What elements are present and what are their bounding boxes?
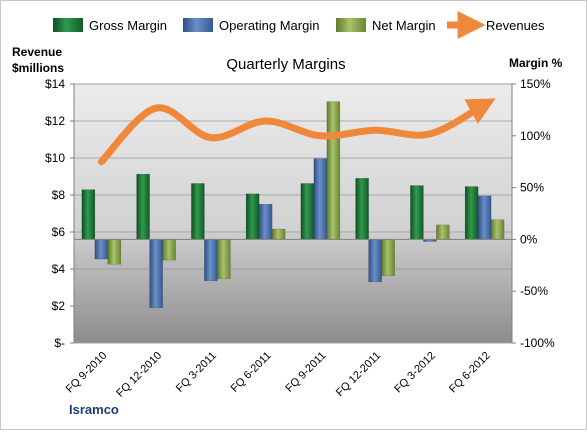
legend-label-revenues: Revenues (486, 18, 545, 33)
legend-item-gross-margin: Gross Margin (53, 18, 167, 33)
left-tick-label: $4 (52, 262, 66, 276)
bar-gross-0 (81, 189, 96, 240)
legend-label-net: Net Margin (372, 18, 436, 33)
bar-operating-5 (368, 239, 382, 283)
left-tick-label: $2 (52, 299, 66, 313)
bars (81, 101, 505, 309)
bar-operating-7 (477, 195, 492, 240)
bar-operating-0 (94, 239, 109, 260)
right-tick-label: 0% (520, 232, 538, 246)
left-tick-label: $14 (45, 77, 65, 91)
legend-label-gross: Gross Margin (89, 18, 167, 33)
right-tick-label: -50% (520, 284, 548, 298)
bar-net-0 (107, 239, 122, 265)
revenue-line-layer (97, 98, 496, 166)
revenues-line (97, 98, 496, 166)
right-tick-label: 100% (520, 129, 551, 143)
right-tick-label: 150% (520, 77, 551, 91)
legend-item-revenues: Revenues (447, 11, 545, 39)
left-tick-label: $12 (45, 114, 65, 128)
bar-net-7 (490, 219, 505, 240)
bar-net-5 (381, 239, 395, 276)
bar-net-1 (162, 239, 176, 261)
legend-swatch-gross (53, 18, 83, 32)
bar-gross-4 (300, 183, 315, 240)
left-tick-label: $6 (52, 225, 66, 239)
bar-net-3 (271, 228, 286, 240)
legend-label-operating: Operating Margin (219, 18, 319, 33)
legend-item-net-margin: Net Margin (336, 18, 436, 33)
bar-gross-1 (136, 173, 150, 240)
right-axis-title: Margin % (509, 56, 563, 70)
right-tick-label: 50% (520, 181, 544, 195)
bar-gross-7 (464, 186, 479, 240)
legend: Gross Margin Operating Margin Net Margin… (53, 11, 545, 39)
left-axis-title-line1: Revenue (12, 45, 62, 59)
bar-net-4 (326, 101, 341, 240)
chart-title: Quarterly Margins (226, 56, 345, 73)
legend-swatch-operating (183, 18, 213, 32)
left-axis-title-line2: $millions (12, 61, 64, 75)
left-tick-label: $10 (45, 151, 65, 165)
left-tick-label: $8 (52, 188, 66, 202)
left-tick-label: $- (54, 336, 65, 350)
bar-gross-5 (355, 178, 369, 240)
bar-operating-4 (313, 158, 328, 240)
right-tick-label: -100% (520, 336, 555, 350)
bar-operating-2 (204, 239, 218, 282)
bar-net-6 (436, 224, 450, 240)
legend-item-operating-margin: Operating Margin (183, 18, 319, 33)
bar-gross-2 (191, 183, 205, 240)
brand-label: Isramco (69, 402, 119, 417)
bar-gross-3 (245, 193, 260, 240)
bar-operating-1 (149, 239, 163, 309)
bar-gross-6 (410, 185, 424, 240)
legend-swatch-net (336, 18, 366, 32)
bar-operating-3 (258, 203, 273, 240)
bar-net-2 (217, 239, 231, 280)
